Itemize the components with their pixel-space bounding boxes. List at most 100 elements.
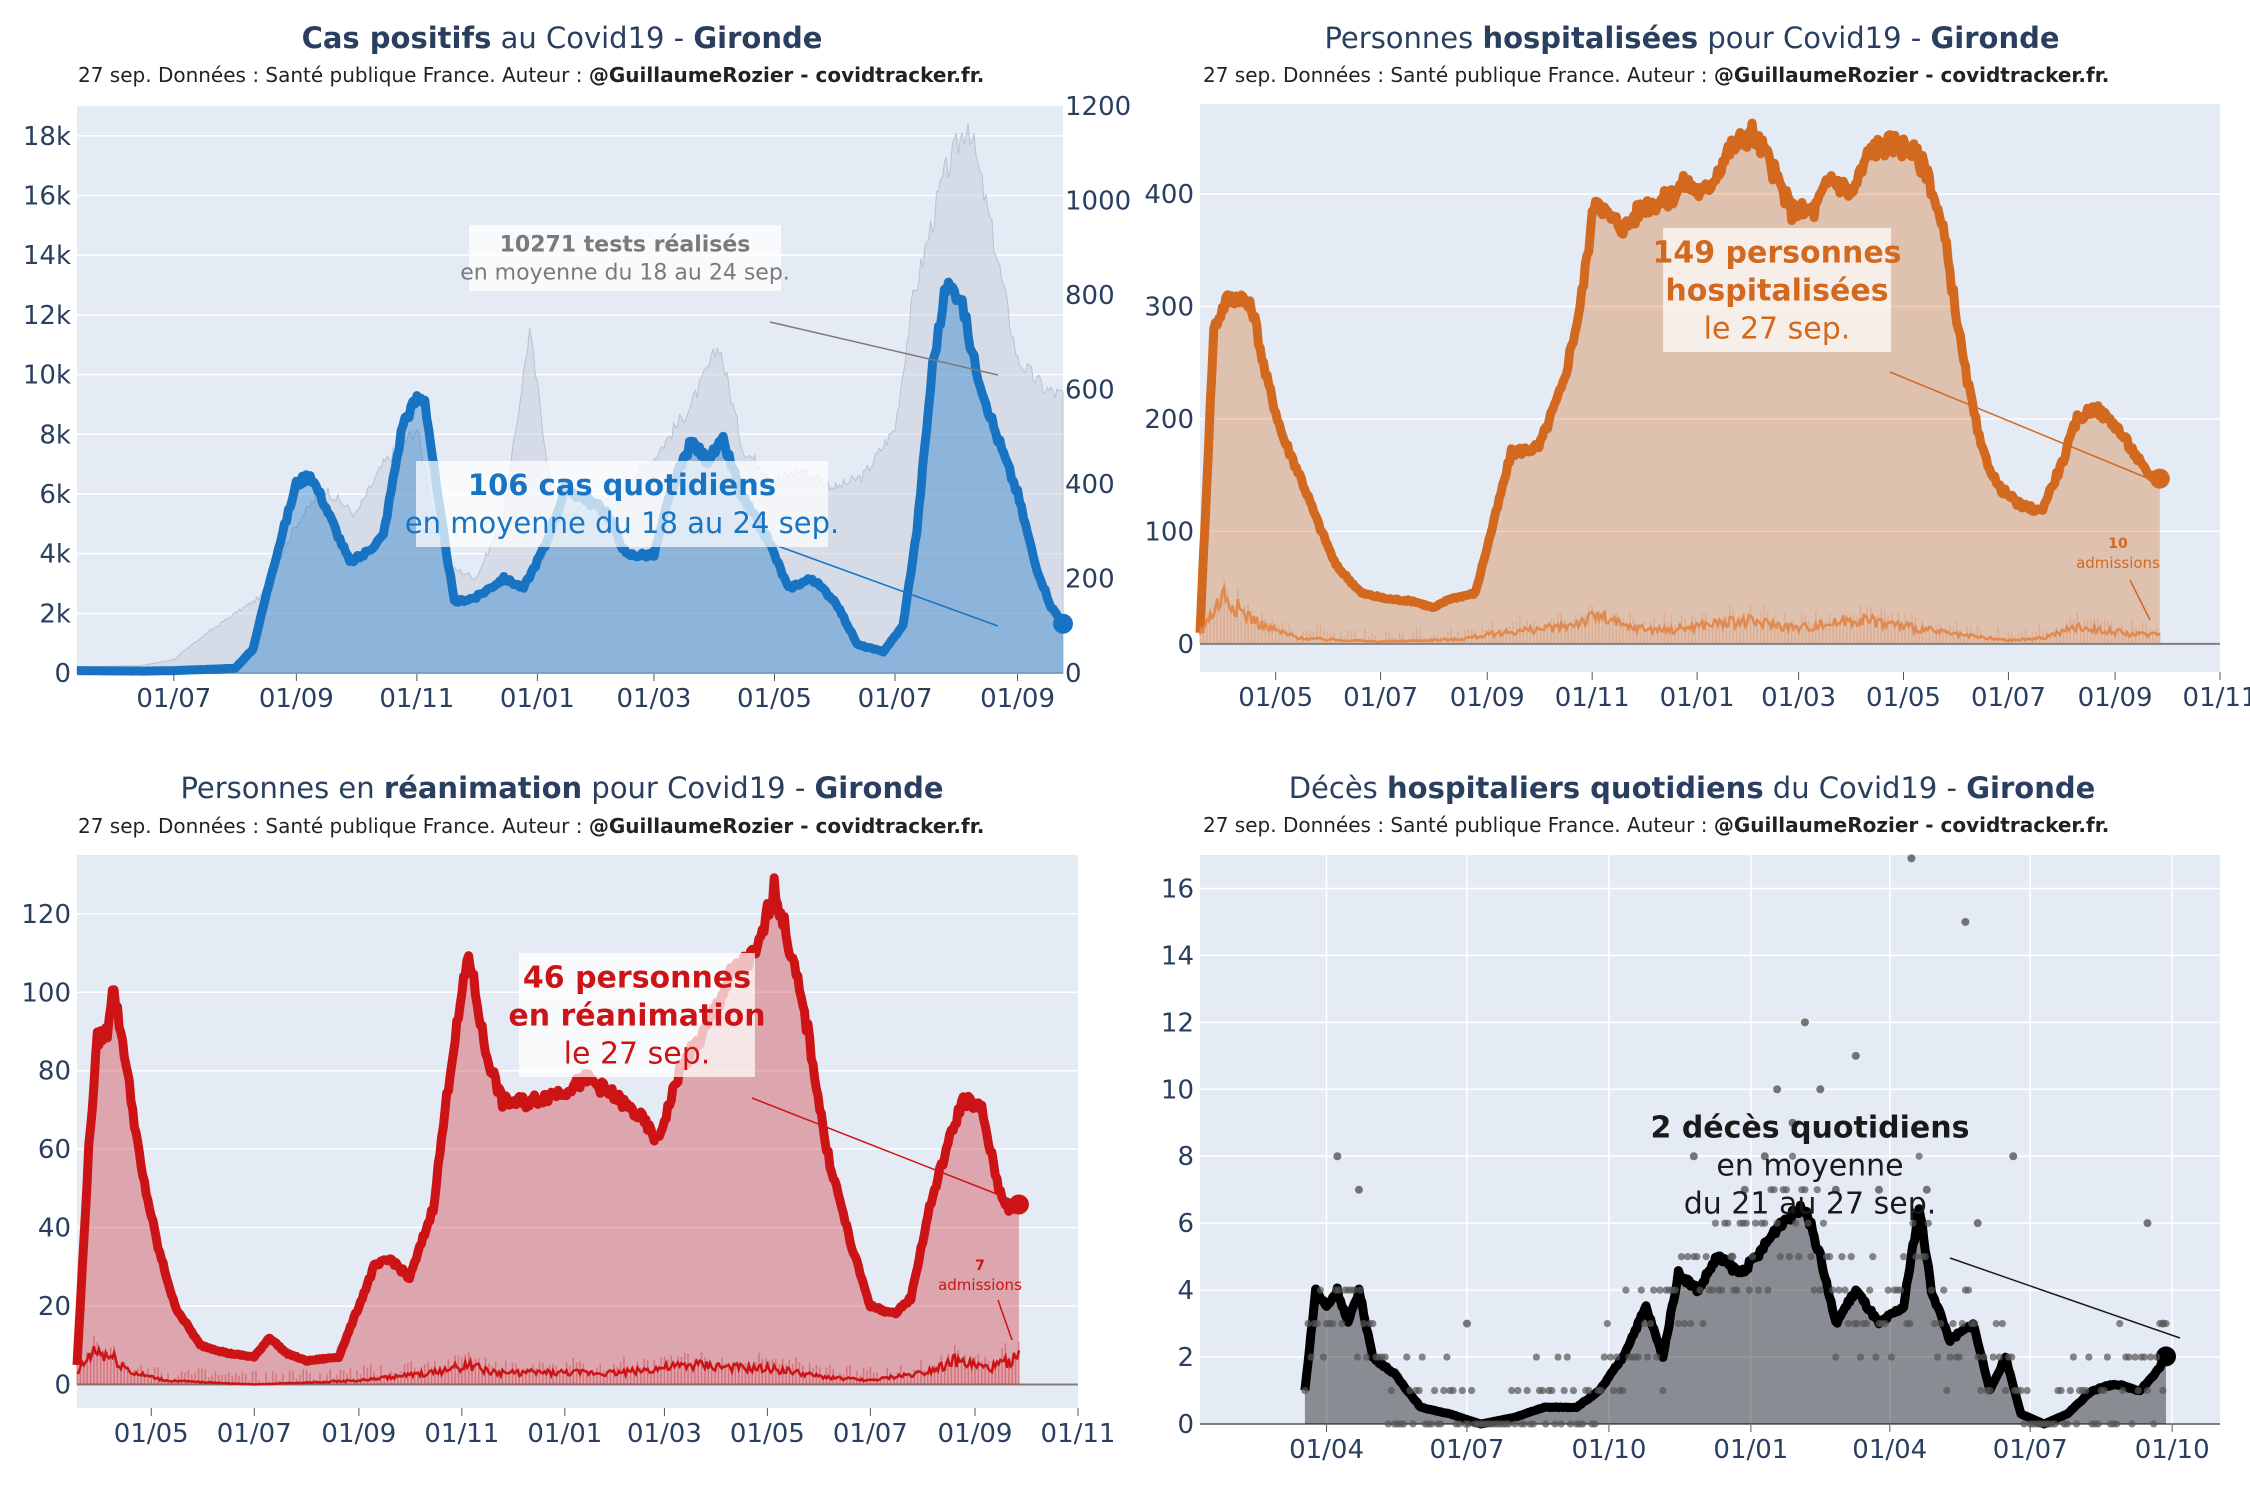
deaths-xtick-label-2: 01/10 [1571, 1435, 1646, 1465]
deaths-daily-point [1733, 1286, 1741, 1294]
rea-title-part-1: réanimation [384, 771, 582, 805]
cases-y2tick-label-4: 800 [1065, 281, 1115, 311]
deaths-daily-point [1792, 1219, 1800, 1227]
deaths-daily-point [1656, 1286, 1664, 1294]
deaths-daily-point [1927, 1286, 1936, 1294]
rea-xtick-label-1: 01/07 [217, 1419, 292, 1449]
deaths-daily-point [1702, 1253, 1710, 1261]
deaths-daily-point [1711, 1219, 1720, 1227]
deaths-daily-point [1671, 1286, 1679, 1294]
hosp-ytick-label-4: 400 [1144, 180, 1194, 210]
deaths-daily-point [1776, 1253, 1784, 1261]
rea-main-area [77, 877, 1019, 1385]
deaths-subtitle: 27 sep. Données : Santé publique France.… [1203, 813, 2109, 837]
deaths-daily-point [1381, 1353, 1389, 1361]
cases-title-part-2: Gironde [693, 21, 822, 55]
deaths-daily-point [1844, 1319, 1852, 1328]
deaths-daily-point [1646, 1319, 1655, 1328]
deaths-daily-point [1687, 1319, 1695, 1328]
deaths-daily-point [2128, 1420, 2136, 1428]
cases-subtitle: 27 sep. Données : Santé publique France.… [78, 63, 984, 87]
cases-annotation-1: 106 cas quotidiens en moyenne du 18 au 24… [405, 461, 999, 627]
deaths-daily-point [1724, 1219, 1732, 1227]
hosp-ytick-label-3: 300 [1144, 292, 1194, 322]
cases-annotation-box-1 [416, 461, 828, 547]
deaths-daily-point [1554, 1353, 1562, 1361]
deaths-ytick-label-2: 4 [1177, 1276, 1194, 1306]
deaths-daily-point [1696, 1286, 1704, 1294]
deaths-daily-point [1863, 1319, 1871, 1328]
cases-xtick-label-4: 01/03 [617, 684, 692, 714]
rea-xtick-label-7: 01/07 [833, 1419, 908, 1449]
cases-annotation-0: 10271 tests réalisés en moyenne du 18 au … [460, 225, 999, 376]
cases-annotation-line-0-0: 10271 tests réalisés [500, 233, 751, 258]
deaths-daily-point [1829, 1286, 1837, 1294]
deaths-daily-point [1529, 1420, 1537, 1428]
hosp-annotation-line-1-1: admissions [2076, 554, 2160, 572]
hosp-xtick-label-7: 01/07 [1971, 683, 2046, 713]
deaths-daily-point [1748, 1253, 1757, 1261]
hosp-xtick-label-6: 01/05 [1866, 683, 1941, 713]
cases-subtitle-author: @GuillaumeRozier - covidtracker.fr. [589, 63, 984, 87]
deaths-daily-point [1807, 1253, 1815, 1261]
deaths-title-part-1: hospitaliers quotidiens [1387, 771, 1764, 805]
cases-annotation-connector-1 [774, 544, 999, 627]
deaths-daily-point [1307, 1353, 1315, 1361]
deaths-daily-point [1964, 1286, 1973, 1294]
hosp-title-part-2: pour Covid19 - [1698, 21, 1930, 55]
rea-annotation-line-1-1: admissions [938, 1276, 1022, 1294]
deaths-daily-point [1356, 1286, 1365, 1294]
deaths-ytick-label-6: 12 [1161, 1008, 1194, 1038]
deaths-daily-point [1609, 1386, 1618, 1395]
deaths-daily-point [1443, 1353, 1451, 1361]
deaths-daily-point [1338, 1319, 1346, 1328]
rea-title-part-0: Personnes en [180, 771, 383, 805]
deaths-daily-point [1934, 1353, 1942, 1361]
deaths-daily-point [1640, 1319, 1649, 1328]
cases-annotation-line-1-1: en moyenne du 18 au 24 sep. [405, 506, 839, 540]
deaths-daily-point [1832, 1353, 1840, 1361]
hosp-xtick-label-5: 01/03 [1761, 683, 1836, 713]
deaths-daily-point [1699, 1319, 1707, 1328]
cases-y2tick-label-3: 600 [1065, 376, 1115, 406]
deaths-daily-point [1998, 1319, 2007, 1328]
deaths-daily-point [2069, 1353, 2078, 1361]
deaths-daily-point [1847, 1253, 1855, 1261]
deaths-daily-point [1409, 1420, 1417, 1428]
deaths-daily-point [1819, 1219, 1828, 1227]
deaths-daily-point [2085, 1353, 2093, 1361]
hosp-xtick-label-4: 01/01 [1660, 683, 1735, 713]
cases-y2tick-label-0: 0 [1065, 659, 1082, 689]
cases-xtick-label-2: 01/11 [379, 684, 454, 714]
deaths-daily-point [1717, 1286, 1726, 1294]
deaths-daily-point [2116, 1319, 2124, 1328]
deaths-daily-point [1319, 1353, 1328, 1361]
cases-y2tick-label-2: 400 [1065, 470, 1115, 500]
hosp-annotation-connector-1 [2129, 579, 2151, 621]
deaths-daily-point [1921, 1253, 1929, 1261]
hosp-subtitle: 27 sep. Données : Santé publique France.… [1203, 63, 2109, 87]
deaths-daily-point [1384, 1420, 1392, 1428]
deaths-subtitle-author: @GuillaumeRozier - covidtracker.fr. [1714, 813, 2109, 837]
deaths-ytick-label-1: 2 [1177, 1343, 1194, 1373]
deaths-daily-point [1838, 1253, 1846, 1261]
deaths-daily-point [1912, 1253, 1920, 1261]
deaths-daily-point [1440, 1386, 1448, 1395]
deaths-ytick-label-7: 14 [1161, 941, 1194, 971]
cases-xtick-label-6: 01/07 [858, 684, 933, 714]
rea-annotation-line-1-0: 7 [975, 1258, 985, 1274]
rea-annotation-box-0 [519, 953, 755, 1077]
deaths-daily-point [1825, 1253, 1834, 1261]
deaths-daily-point [1400, 1420, 1408, 1428]
deaths-daily-point [1585, 1386, 1593, 1395]
deaths-daily-point [1795, 1253, 1803, 1261]
deaths-outlier-point-1 [1354, 1185, 1363, 1194]
deaths-daily-point [2125, 1353, 2133, 1361]
hosp-xtick-label-3: 01/11 [1555, 683, 1630, 713]
deaths-daily-point [1557, 1420, 1565, 1428]
deaths-daily-point [1464, 1420, 1473, 1428]
deaths-outlier-point-3 [1689, 1152, 1698, 1161]
deaths-daily-point [1835, 1286, 1843, 1294]
deaths-xtick-label-0: 01/04 [1289, 1435, 1364, 1465]
